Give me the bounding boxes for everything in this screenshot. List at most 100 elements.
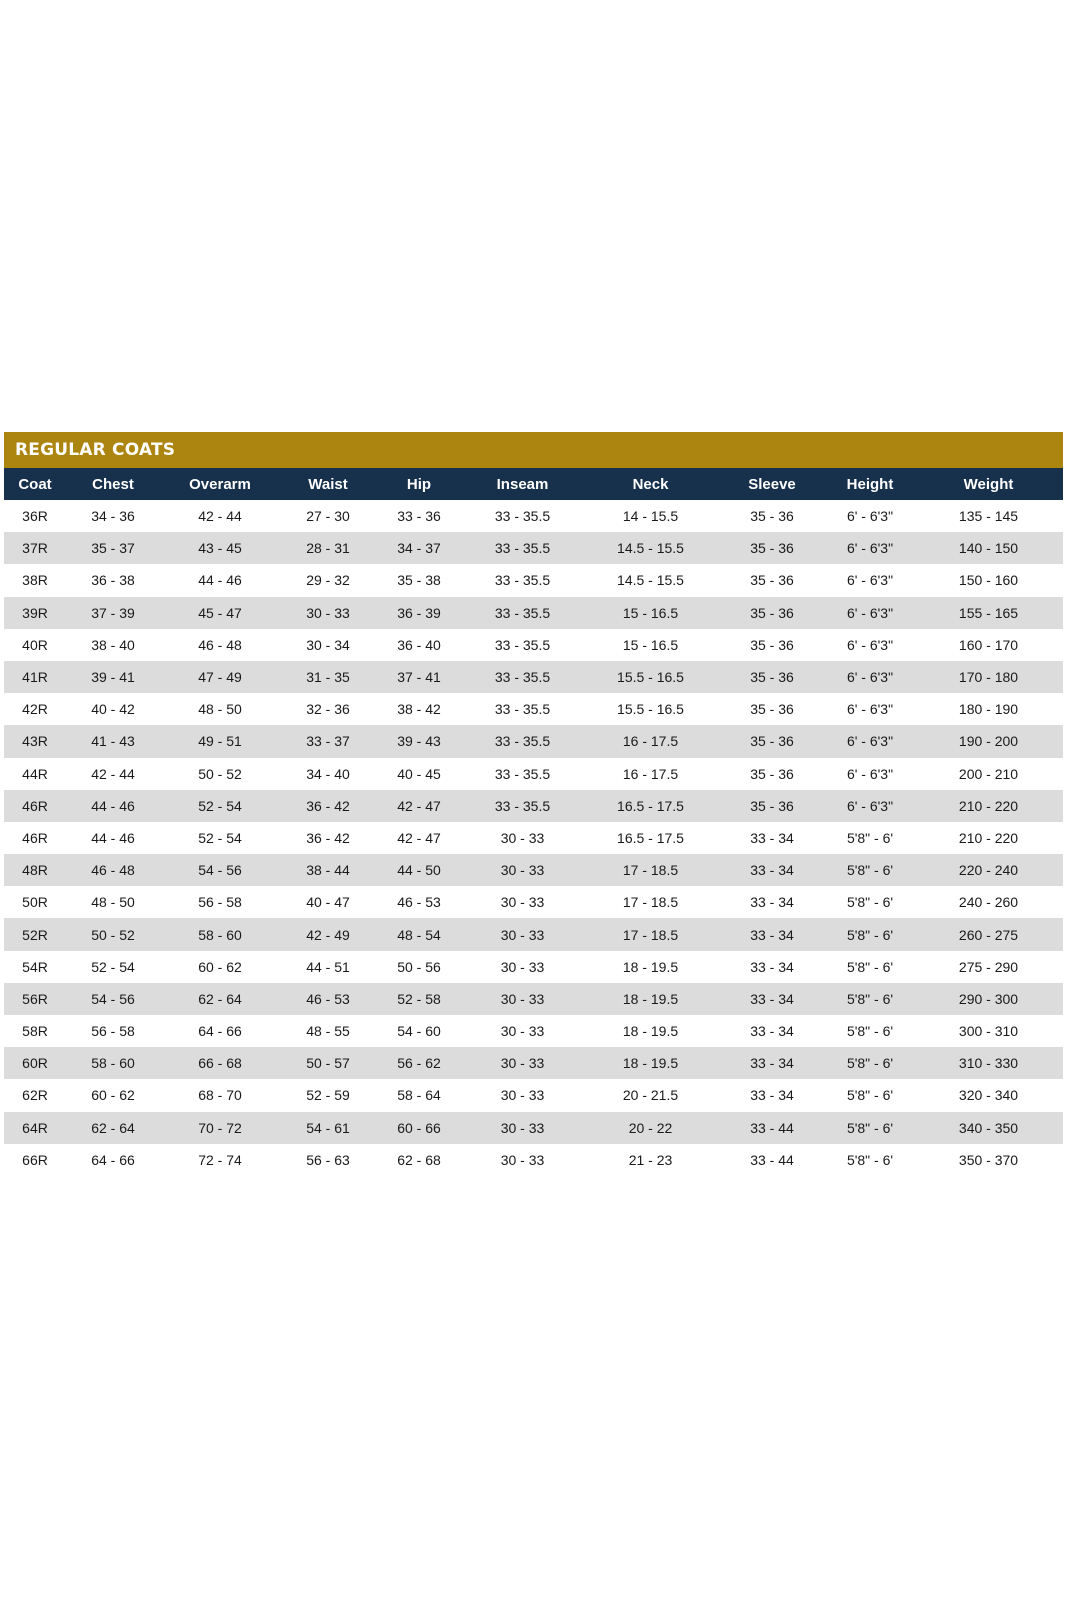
cell-coat: 64R <box>22 1119 48 1136</box>
cell-height: 6' - 6'3" <box>846 572 894 589</box>
cell-coat: 42R <box>22 701 48 718</box>
table-row: 46R 44 - 46 52 - 54 36 - 42 42 - 47 33 - 35.5… <box>4 789 1063 822</box>
cell-overarm: 48 - 50 <box>198 701 242 718</box>
column-header-coat: Coat <box>18 475 52 493</box>
cell-height: 5'8" - 6' <box>846 1087 894 1104</box>
cell-weight: 275 - 290 <box>958 958 1019 975</box>
cell-waist: 48 - 55 <box>306 1023 350 1040</box>
cell-height: 5'8" - 6' <box>846 894 894 911</box>
cell-height: 6' - 6'3" <box>846 701 894 718</box>
cell-chest: 52 - 54 <box>91 958 135 975</box>
cell-weight: 290 - 300 <box>958 990 1019 1007</box>
cell-hip: 54 - 60 <box>397 1023 441 1040</box>
cell-waist: 52 - 59 <box>306 1087 350 1104</box>
column-header-weight: Weight <box>963 475 1014 493</box>
cell-neck: 14.5 - 15.5 <box>617 572 684 589</box>
cell-hip: 34 - 37 <box>397 540 441 557</box>
cell-weight: 210 - 220 <box>958 797 1019 814</box>
cell-overarm: 70 - 72 <box>198 1119 242 1136</box>
cell-chest: 44 - 46 <box>91 829 135 846</box>
cell-weight: 310 - 330 <box>958 1055 1019 1072</box>
cell-neck: 21 - 23 <box>628 1151 673 1168</box>
cell-sleeve: 35 - 36 <box>750 508 794 525</box>
table-row: 39R 37 - 39 45 - 47 30 - 33 36 - 39 33 - 35.5… <box>4 596 1063 629</box>
cell-inseam: 30 - 33 <box>500 894 545 911</box>
cell-waist: 33 - 37 <box>306 733 350 750</box>
cell-weight: 260 - 275 <box>958 926 1019 943</box>
column-header-hip: Hip <box>406 475 432 493</box>
cell-weight: 135 - 145 <box>958 508 1019 525</box>
cell-sleeve: 33 - 34 <box>750 1023 794 1040</box>
cell-inseam: 33 - 35.5 <box>494 572 551 589</box>
cell-height: 6' - 6'3" <box>846 508 894 525</box>
cell-neck: 18 - 19.5 <box>622 990 679 1007</box>
cell-waist: 32 - 36 <box>306 701 350 718</box>
cell-neck: 20 - 22 <box>628 1119 673 1136</box>
cell-chest: 46 - 48 <box>91 862 135 879</box>
cell-overarm: 72 - 74 <box>198 1151 242 1168</box>
cell-sleeve: 33 - 34 <box>750 829 794 846</box>
cell-neck: 16 - 17.5 <box>622 733 679 750</box>
cell-neck: 18 - 19.5 <box>622 1055 679 1072</box>
cell-hip: 42 - 47 <box>397 829 441 846</box>
cell-waist: 34 - 40 <box>306 765 350 782</box>
cell-chest: 38 - 40 <box>91 636 135 653</box>
cell-coat: 38R <box>22 572 48 589</box>
cell-neck: 16.5 - 17.5 <box>617 829 684 846</box>
cell-inseam: 33 - 35.5 <box>494 604 551 621</box>
cell-height: 5'8" - 6' <box>846 829 894 846</box>
cell-overarm: 62 - 64 <box>198 990 242 1007</box>
cell-inseam: 33 - 35.5 <box>494 733 551 750</box>
column-header-waist: Waist <box>308 475 348 493</box>
cell-chest: 42 - 44 <box>91 765 135 782</box>
table-row: 42R 40 - 42 48 - 50 32 - 36 38 - 42 33 - 35.5… <box>4 693 1063 726</box>
cell-sleeve: 33 - 34 <box>750 926 794 943</box>
cell-neck: 15 - 16.5 <box>622 636 679 653</box>
cell-sleeve: 33 - 44 <box>750 1151 794 1168</box>
cell-inseam: 33 - 35.5 <box>494 797 551 814</box>
cell-sleeve: 33 - 34 <box>750 990 794 1007</box>
cell-neck: 20 - 21.5 <box>622 1087 679 1104</box>
cell-height: 6' - 6'3" <box>846 797 894 814</box>
cell-coat: 54R <box>22 958 48 975</box>
cell-weight: 350 - 370 <box>958 1151 1019 1168</box>
cell-inseam: 30 - 33 <box>500 862 545 879</box>
cell-sleeve: 35 - 36 <box>750 765 794 782</box>
cell-weight: 160 - 170 <box>958 636 1019 653</box>
chart-title: REGULAR COATS <box>4 432 1063 468</box>
cell-hip: 50 - 56 <box>397 958 441 975</box>
table-row: 64R 62 - 64 70 - 72 54 - 61 60 - 66 30 - 33 20… <box>4 1111 1063 1144</box>
cell-inseam: 30 - 33 <box>500 1119 545 1136</box>
cell-height: 5'8" - 6' <box>846 1151 894 1168</box>
cell-overarm: 64 - 66 <box>198 1023 242 1040</box>
cell-weight: 200 - 210 <box>958 765 1019 782</box>
cell-hip: 58 - 64 <box>397 1087 441 1104</box>
cell-height: 5'8" - 6' <box>846 1119 894 1136</box>
table-header: Coat Chest Overarm Waist Hip Inseam Neck Sleeve… <box>4 468 1063 500</box>
cell-overarm: 54 - 56 <box>198 862 242 879</box>
cell-overarm: 56 - 58 <box>198 894 242 911</box>
cell-chest: 62 - 64 <box>91 1119 135 1136</box>
cell-waist: 28 - 31 <box>306 540 350 557</box>
cell-neck: 18 - 19.5 <box>622 1023 679 1040</box>
cell-hip: 40 - 45 <box>397 765 441 782</box>
cell-chest: 36 - 38 <box>91 572 135 589</box>
cell-waist: 44 - 51 <box>306 958 350 975</box>
cell-overarm: 46 - 48 <box>198 636 242 653</box>
cell-hip: 56 - 62 <box>397 1055 441 1072</box>
cell-sleeve: 35 - 36 <box>750 701 794 718</box>
cell-height: 5'8" - 6' <box>846 958 894 975</box>
cell-sleeve: 33 - 34 <box>750 862 794 879</box>
cell-inseam: 30 - 33 <box>500 958 545 975</box>
cell-sleeve: 35 - 36 <box>750 797 794 814</box>
cell-neck: 15.5 - 16.5 <box>617 669 684 686</box>
column-header-inseam: Inseam <box>496 475 549 493</box>
cell-height: 5'8" - 6' <box>846 926 894 943</box>
table-body: 36R 34 - 36 42 - 44 27 - 30 33 - 36 33 - 35.5… <box>4 500 1063 1176</box>
cell-weight: 210 - 220 <box>958 829 1019 846</box>
cell-coat: 62R <box>22 1087 48 1104</box>
table-row: 38R 36 - 38 44 - 46 29 - 32 35 - 38 33 - 35.5… <box>4 564 1063 597</box>
cell-chest: 40 - 42 <box>91 701 135 718</box>
table-row: 48R 46 - 48 54 - 56 38 - 44 44 - 50 30 - 33 17… <box>4 854 1063 887</box>
cell-coat: 41R <box>22 669 48 686</box>
